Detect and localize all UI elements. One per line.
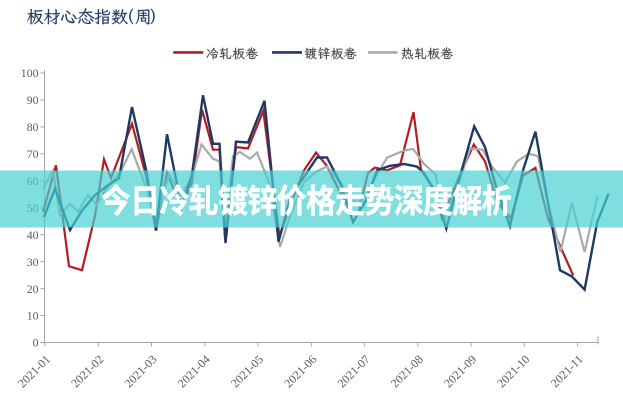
svg-text:90: 90 — [27, 93, 39, 107]
svg-text:40: 40 — [27, 228, 39, 242]
svg-text:80: 80 — [27, 120, 39, 134]
svg-text:100: 100 — [21, 66, 39, 80]
svg-text:70: 70 — [27, 147, 39, 161]
svg-text:30: 30 — [27, 255, 39, 269]
svg-text:10: 10 — [27, 309, 39, 323]
svg-text:0: 0 — [33, 336, 39, 350]
svg-text:20: 20 — [27, 282, 39, 296]
